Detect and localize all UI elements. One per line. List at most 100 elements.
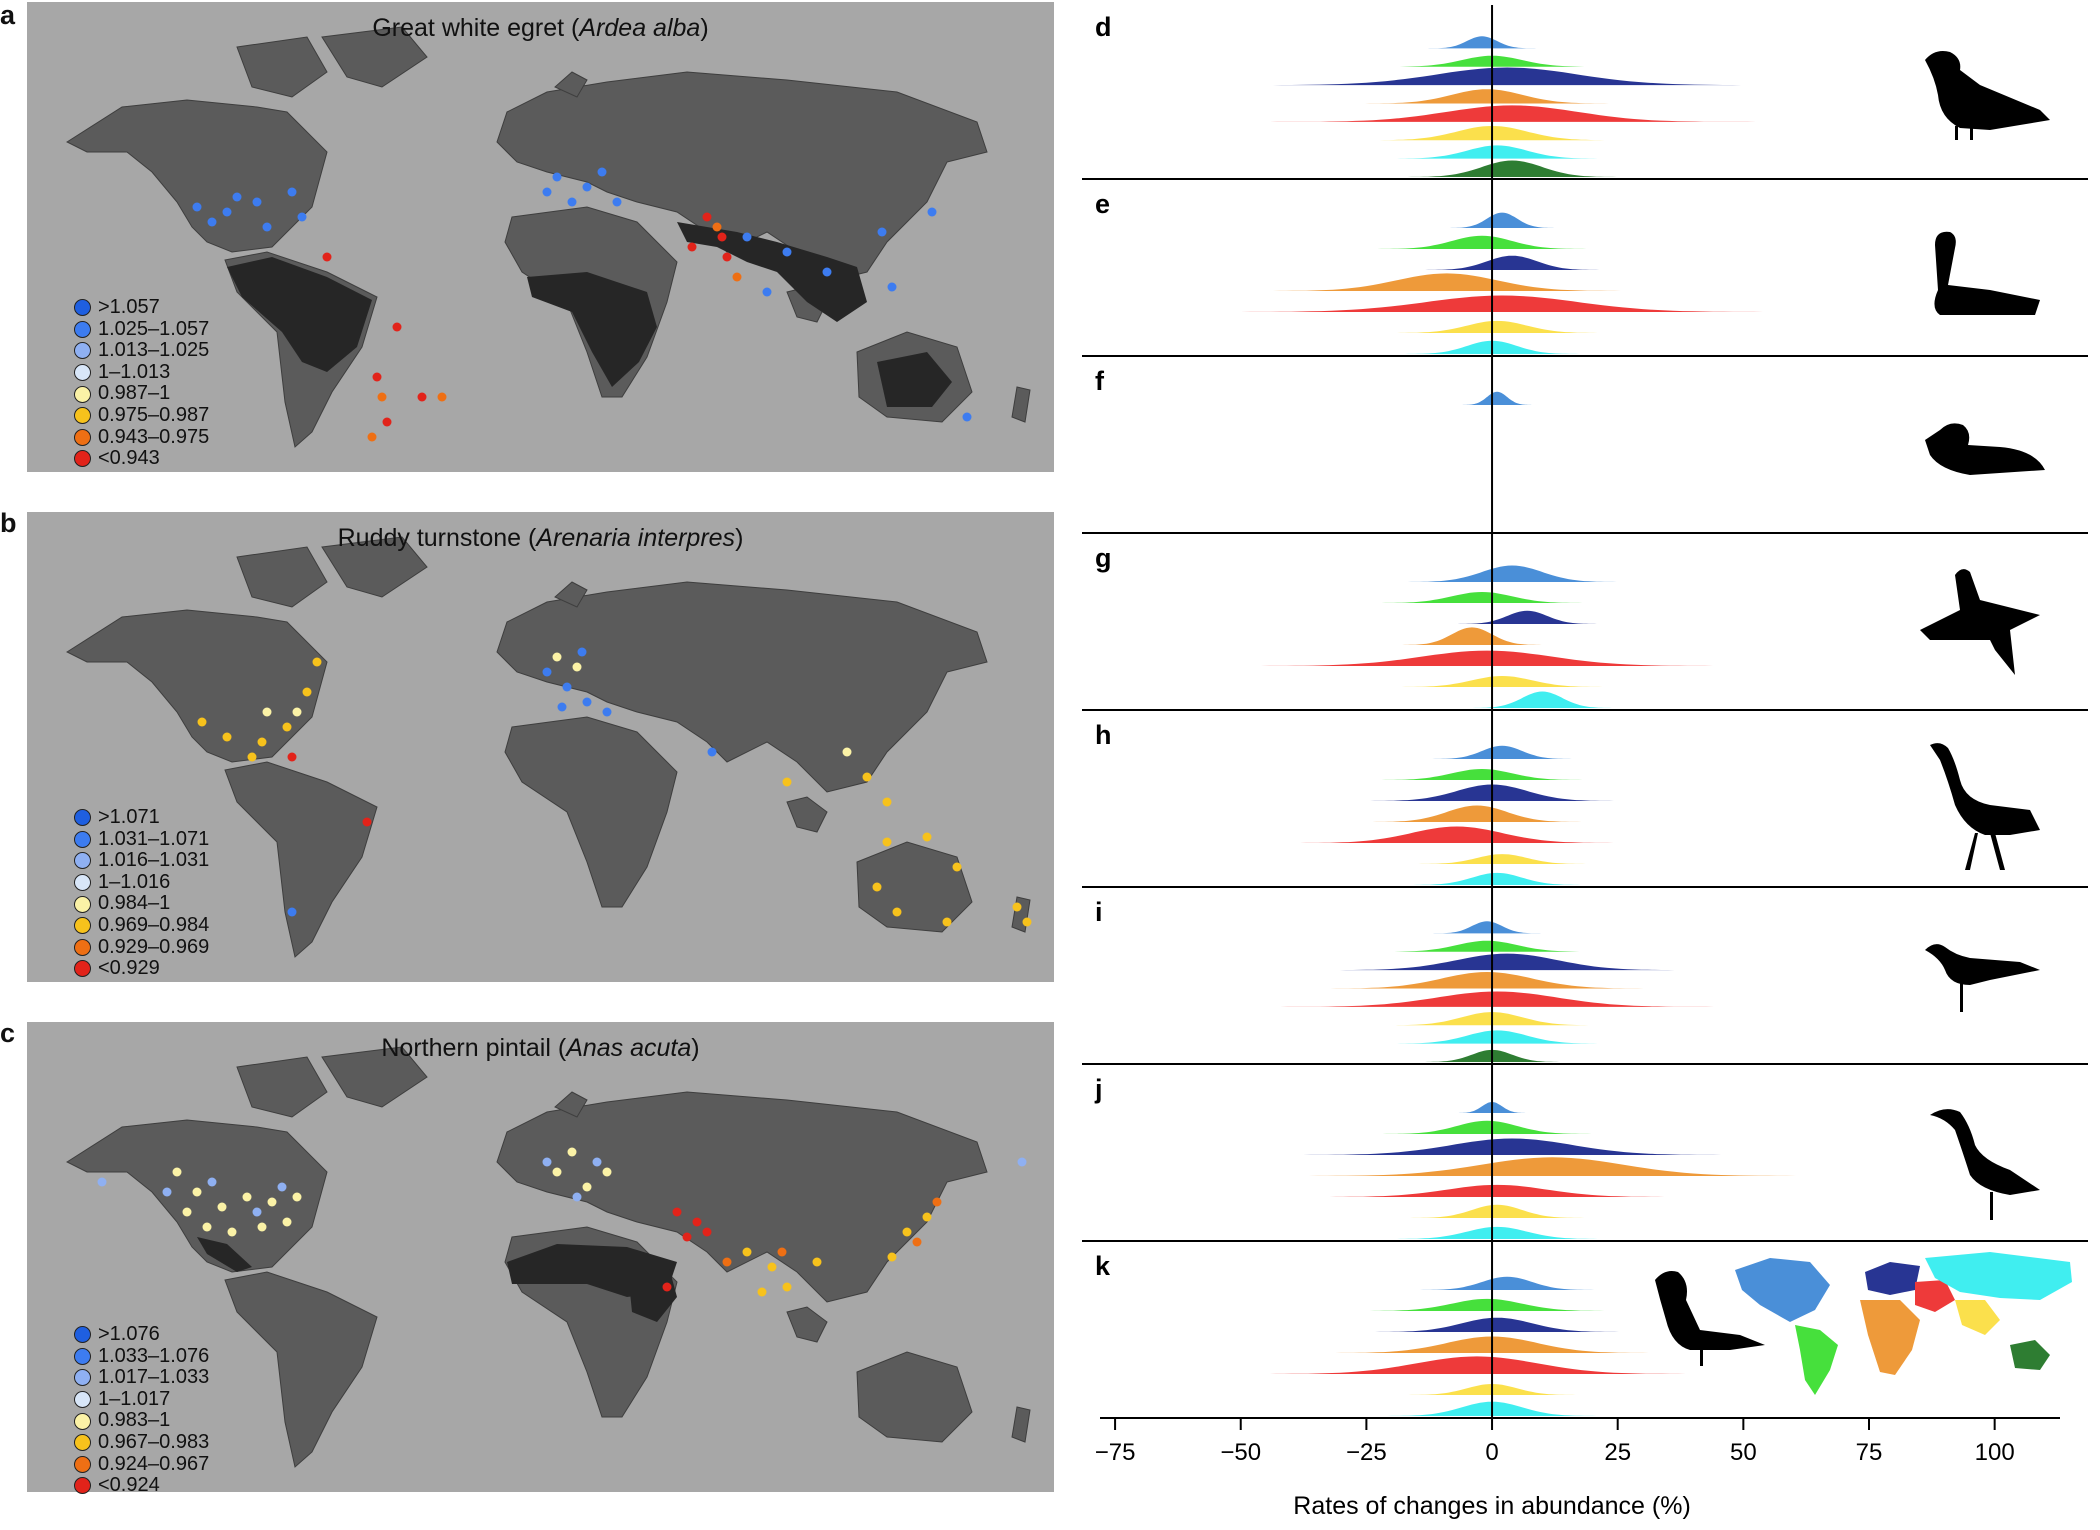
density-e-3 xyxy=(1245,273,1648,291)
density-h-0 xyxy=(1421,745,1583,759)
density-d-2 xyxy=(1225,67,1789,86)
x-tick-label: 0 xyxy=(1485,1439,1498,1466)
density-j-5 xyxy=(1396,1204,1598,1218)
ridge-panel-letter-i: i xyxy=(1095,897,1103,927)
legend-swatch xyxy=(74,385,91,403)
ridge-panel-letter-h: h xyxy=(1095,720,1112,750)
world-map-a xyxy=(27,2,1054,472)
legend-label: 1.017–1.033 xyxy=(98,1366,210,1389)
legend-label: 0.943–0.975 xyxy=(98,425,210,448)
legend-swatch xyxy=(74,917,91,935)
legend-row: 0.984–1 xyxy=(74,893,209,915)
density-d-3 xyxy=(1346,89,1628,104)
legend-row: 1.033–1.076 xyxy=(74,1345,209,1368)
x-tick-label: −75 xyxy=(1095,1439,1136,1466)
density-i-4 xyxy=(1255,991,1739,1007)
density-d-0 xyxy=(1421,36,1543,49)
legend-label: >1.057 xyxy=(98,296,160,318)
map-panel-c: Northern pintail (Anas acuta) >1.076 1.0… xyxy=(27,1022,1054,1496)
legend-swatch xyxy=(74,1347,91,1365)
x-tick-label: 75 xyxy=(1856,1439,1883,1466)
map-title-c: Northern pintail (Anas acuta) xyxy=(381,1034,700,1062)
gull-icon xyxy=(1925,51,2050,140)
legend-label: 1.031–1.071 xyxy=(98,827,210,850)
legend-row: 1.016–1.031 xyxy=(74,850,209,872)
panel-letter-a: a xyxy=(0,0,16,30)
legend-label: 0.967–0.983 xyxy=(98,1430,210,1453)
legend-row: 0.943–0.975 xyxy=(74,425,210,449)
x-tick-label: 25 xyxy=(1604,1439,1631,1466)
x-tick-label: −50 xyxy=(1220,1439,1261,1466)
legend-label: 0.983–1 xyxy=(98,1409,171,1432)
density-h-1 xyxy=(1361,769,1603,780)
density-k-0 xyxy=(1406,1276,1608,1290)
density-e-2 xyxy=(1411,255,1613,270)
legend-swatch xyxy=(74,428,91,446)
density-h-4 xyxy=(1275,826,1638,843)
legend-swatch xyxy=(74,407,91,425)
density-g-2 xyxy=(1446,610,1608,624)
duck-icon xyxy=(1925,423,2045,475)
legend-row: 0.969–0.984 xyxy=(74,913,210,937)
density-g-0 xyxy=(1391,565,1633,582)
density-g-3 xyxy=(1391,627,1553,645)
ridge-panel-letter-e: e xyxy=(1095,189,1110,219)
legend-swatch xyxy=(74,320,91,338)
legend-swatch xyxy=(74,1434,91,1452)
map-title-b: Ruddy turnstone (Arenaria interpres) xyxy=(337,524,744,552)
x-tick-label: −25 xyxy=(1346,1439,1387,1466)
ridge-panel-letter-j: j xyxy=(1094,1074,1103,1104)
legend-swatch xyxy=(74,1412,91,1430)
legend-row: <0.943 xyxy=(74,448,209,470)
legend-swatch xyxy=(74,1477,91,1495)
x-axis-label: Rates of changes in abundance (%) xyxy=(1293,1492,1690,1520)
legend-swatch xyxy=(74,1391,91,1409)
density-i-3 xyxy=(1306,972,1668,989)
x-tick-label: 50 xyxy=(1730,1439,1757,1466)
legend-label: 0.984–1 xyxy=(98,892,171,915)
legend-label: 0.929–0.969 xyxy=(98,935,210,958)
legend-label: 0.975–0.987 xyxy=(98,403,210,426)
x-tick-label: 100 xyxy=(1975,1439,2015,1466)
legend-swatch xyxy=(74,299,91,317)
density-j-1 xyxy=(1366,1120,1608,1134)
legend-c: >1.076 1.033–1.076 1.017–1.033 1–1.017 0… xyxy=(74,1323,210,1497)
world-map-c xyxy=(27,1022,1054,1492)
legend-row: 1.025–1.057 xyxy=(74,318,209,341)
density-k-2 xyxy=(1356,1317,1638,1332)
density-d-6 xyxy=(1376,145,1618,159)
map-title-a: Great white egret (Ardea alba) xyxy=(372,14,709,42)
density-f-0 xyxy=(1456,391,1538,405)
density-e-5 xyxy=(1376,320,1618,333)
legend-row: 0.975–0.987 xyxy=(74,403,210,427)
legend-label: >1.076 xyxy=(98,1323,160,1345)
density-g-1 xyxy=(1361,592,1603,603)
legend-row: <0.924 xyxy=(74,1475,209,1497)
legend-swatch xyxy=(74,809,91,827)
legend-row: 1.031–1.071 xyxy=(74,827,210,851)
legend-label: 1.016–1.031 xyxy=(98,849,210,872)
legend-row: 1–1.013 xyxy=(74,360,209,384)
legend-swatch xyxy=(74,960,91,978)
legend-row: 1–1.016 xyxy=(74,871,209,894)
legend-label: 0.969–0.984 xyxy=(98,913,210,936)
ridge-panel-letter-f: f xyxy=(1095,366,1105,396)
crane-icon xyxy=(1930,743,2040,870)
legend-row: >1.071 xyxy=(74,806,209,829)
density-j-3 xyxy=(1270,1157,1834,1176)
legend-swatch xyxy=(74,1369,91,1387)
bird-silhouettes xyxy=(1655,51,2050,1366)
legend-swatch xyxy=(74,938,91,956)
legend-label: 1.013–1.025 xyxy=(98,339,210,362)
legend-row: 1–1.017 xyxy=(74,1387,209,1411)
legend-row: <0.929 xyxy=(74,958,209,980)
legend-label: 0.924–0.967 xyxy=(98,1452,210,1475)
legend-label: 1–1.013 xyxy=(98,360,171,383)
legend-label: 1–1.017 xyxy=(98,1387,171,1410)
ridge-panel-letter-k: k xyxy=(1095,1251,1111,1281)
density-e-4 xyxy=(1200,295,1804,312)
ridge-panel-letter-g: g xyxy=(1095,543,1112,573)
cormorant-icon xyxy=(1920,569,2040,675)
density-h-5 xyxy=(1401,854,1603,864)
